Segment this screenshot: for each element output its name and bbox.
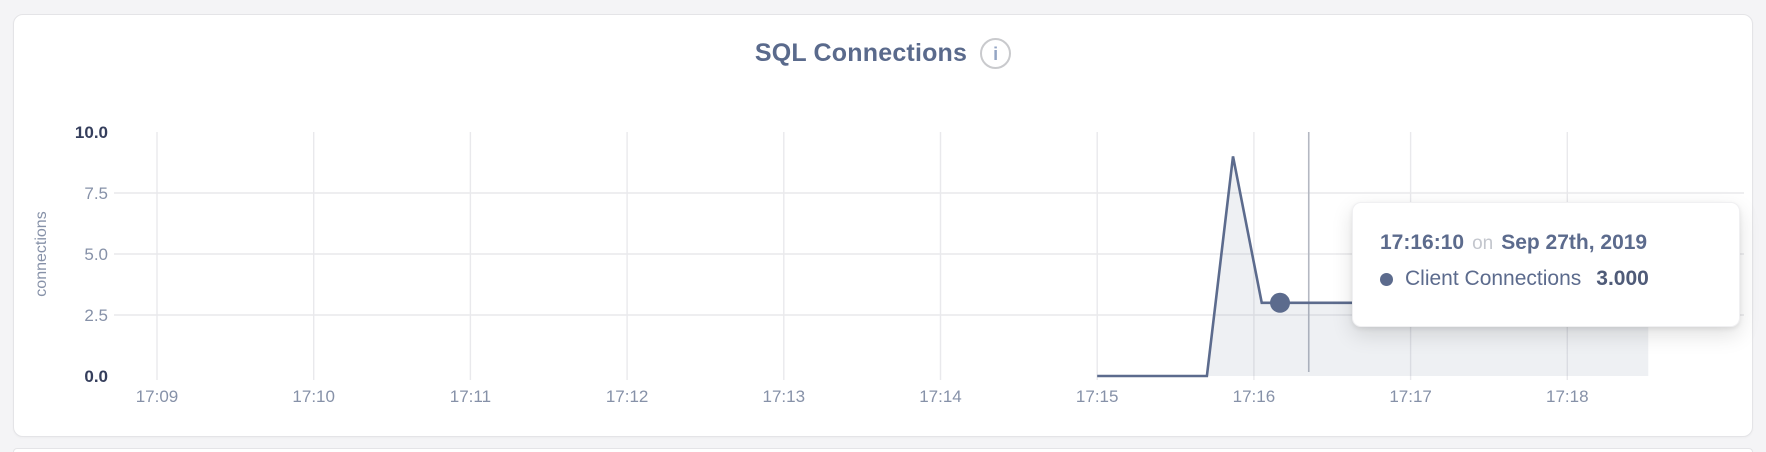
tooltip-series-value: 3.000: [1596, 267, 1649, 290]
x-tick-label: 17:17: [1389, 387, 1432, 406]
x-tick-label: 17:09: [136, 387, 179, 406]
tooltip-series-label: Client Connections: [1405, 267, 1582, 290]
y-tick-label: 5.0: [84, 245, 108, 264]
chart-tooltip: 17:16:10 on Sep 27th, 2019 Client Connec…: [1352, 202, 1740, 327]
x-tick-label: 17:15: [1076, 387, 1119, 406]
x-tick-label: 17:18: [1546, 387, 1589, 406]
x-tick-label: 17:11: [450, 387, 491, 406]
y-tick-label: 7.5: [84, 184, 108, 203]
x-tick-label: 17:14: [919, 387, 962, 406]
y-tick-label: 2.5: [84, 306, 108, 325]
x-tick-label: 17:12: [606, 387, 649, 406]
x-tick-label: 17:13: [763, 387, 806, 406]
tooltip-time: 17:16:10: [1380, 231, 1465, 254]
info-icon[interactable]: i: [980, 38, 1012, 69]
next-panel-top-edge: [13, 448, 1753, 452]
chart-title: SQL Connections: [754, 39, 968, 67]
chart-header: SQL Connections i: [0, 38, 1766, 69]
tooltip-timestamp: 17:16:10 on Sep 27th, 2019: [1380, 231, 1739, 255]
y-tick-label: 10.0: [75, 123, 108, 142]
y-tick-label: 0.0: [84, 367, 108, 386]
series-marker-icon: [1380, 272, 1393, 286]
y-axis-title: connections: [33, 211, 50, 296]
tooltip-date: Sep 27th, 2019: [1501, 231, 1648, 254]
x-tick-label: 17:10: [292, 387, 335, 406]
x-tick-label: 17:16: [1233, 387, 1276, 406]
tooltip-series-row: Client Connections 3.000: [1380, 267, 1739, 291]
hover-point-dot: [1270, 292, 1291, 313]
tooltip-conjunction: on: [1472, 233, 1494, 254]
